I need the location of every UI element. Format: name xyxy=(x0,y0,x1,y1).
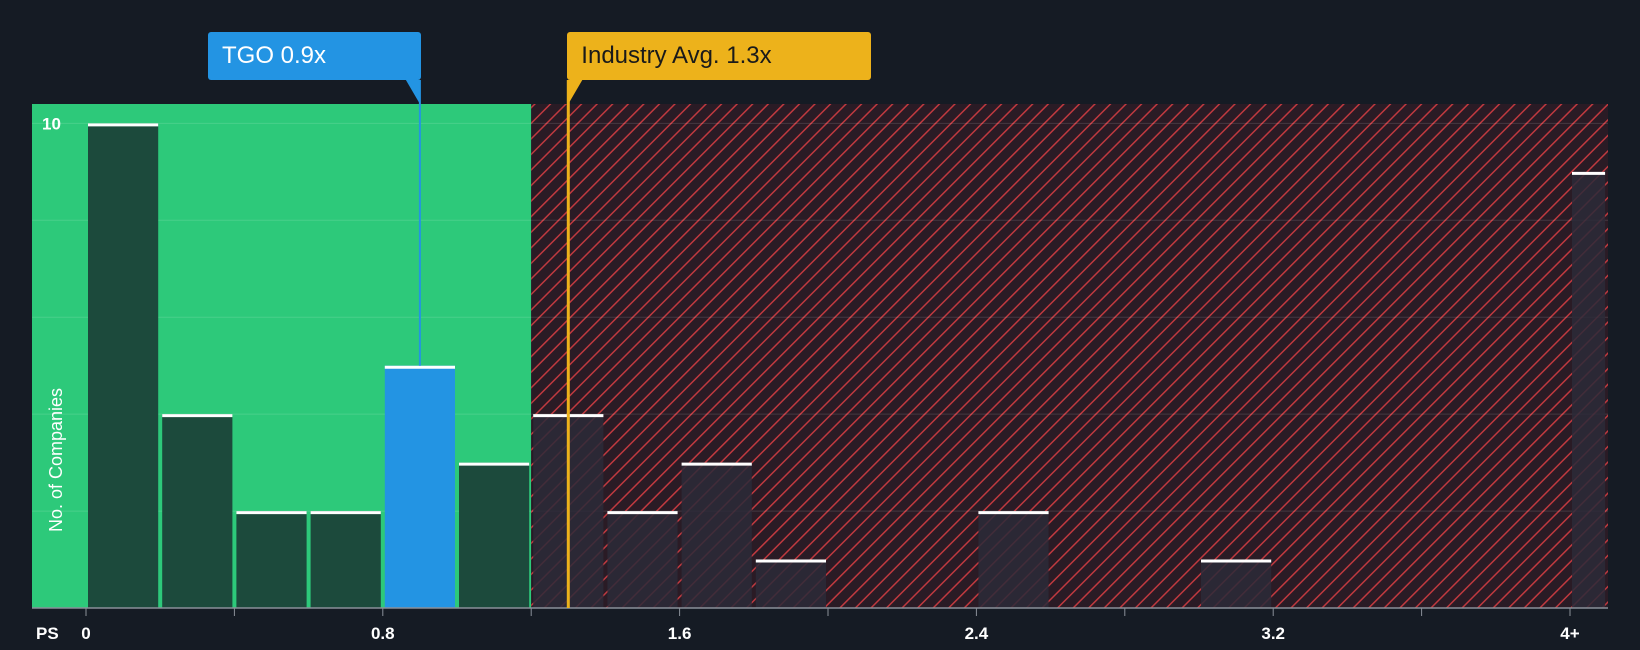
x-tick-label: 3.2 xyxy=(1261,624,1285,643)
industry-avg-callout: Industry Avg. 1.3x xyxy=(567,32,872,80)
histogram-bar xyxy=(1572,171,1606,608)
industry-callout-pointer xyxy=(568,80,583,104)
histogram-bar xyxy=(88,123,159,608)
y-tick-label: 10 xyxy=(42,114,61,133)
histogram-bar xyxy=(459,462,530,608)
x-tick-label: 2.4 xyxy=(965,624,989,643)
histogram-bar xyxy=(1201,559,1272,608)
histogram-bar xyxy=(978,511,1049,608)
x-tick-label: 1.6 xyxy=(668,624,692,643)
x-axis-title: PS xyxy=(36,624,59,643)
company-ps-callout: TGO 0.9x xyxy=(208,32,421,80)
y-axis-title: No. of Companies xyxy=(46,388,66,532)
histogram-bar xyxy=(607,511,678,608)
histogram-bar xyxy=(236,511,307,608)
company-callout-pointer xyxy=(405,80,420,104)
histogram-bar xyxy=(384,365,455,608)
histogram-bar xyxy=(681,462,752,608)
histogram-bar xyxy=(310,511,381,608)
x-tick-label: 0 xyxy=(81,624,90,643)
histogram-bar xyxy=(162,414,233,608)
x-tick-label: 4+ xyxy=(1560,624,1579,643)
x-tick-label: 0.8 xyxy=(371,624,395,643)
histogram-bar xyxy=(755,559,826,608)
